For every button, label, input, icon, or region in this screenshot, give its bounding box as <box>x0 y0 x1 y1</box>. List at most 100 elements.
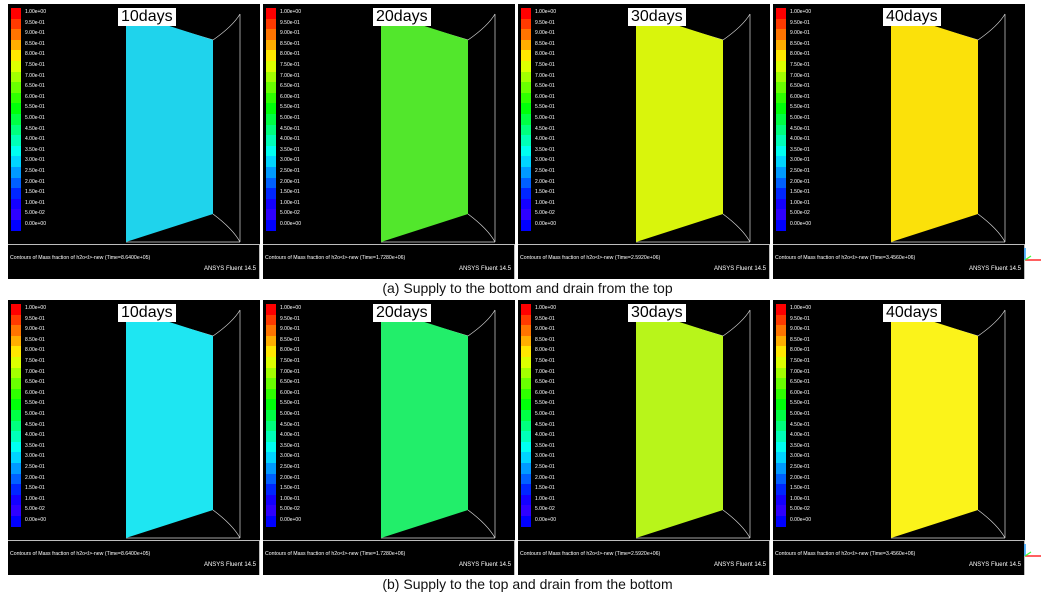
legend-label: 9.00e-01 <box>280 30 300 37</box>
legend-swatch <box>266 346 276 357</box>
legend-swatch <box>11 29 21 40</box>
legend-label: 1.50e-01 <box>25 189 45 196</box>
legend-label: 1.00e-01 <box>25 495 45 502</box>
legend-swatch <box>11 452 21 463</box>
legend-swatch <box>11 304 21 315</box>
software-label: ANSYS Fluent 14.5 <box>458 266 511 272</box>
legend-swatch <box>521 388 531 400</box>
legend-label: 5.50e-01 <box>535 104 555 111</box>
legend-label: 5.50e-01 <box>280 400 300 407</box>
legend-label: 3.50e-01 <box>535 442 555 449</box>
legend-swatch <box>776 452 786 463</box>
legend-label: 8.50e-01 <box>25 336 45 343</box>
legend-swatch <box>266 388 276 400</box>
legend-label: 2.00e-01 <box>790 178 810 185</box>
axis-triad-icon <box>1017 244 1047 274</box>
legend-swatch <box>776 18 786 30</box>
legend-label: 2.50e-01 <box>790 168 810 174</box>
contour-title: Contours of Mass fraction of h2o<l>-new … <box>775 551 916 557</box>
contour-panel: 1.00e+00 9.50e-01 9.00e-01 8.50e-01 8.00e-01… <box>773 4 1025 244</box>
color-legend: 1.00e+00 9.50e-01 9.00e-01 8.50e-01 8.00e-01… <box>521 8 581 238</box>
legend-swatch <box>521 484 531 495</box>
legend-label: 1.50e-01 <box>25 485 45 492</box>
legend-swatch <box>11 177 21 189</box>
contour-panel: 1.00e+00 9.50e-01 9.00e-01 8.50e-01 8.00e-01… <box>8 4 260 244</box>
legend-label: 1.00e+00 <box>25 9 46 15</box>
legend-label: 2.00e-01 <box>25 178 45 185</box>
days-label: 30days <box>628 8 686 26</box>
legend-label: 4.00e-01 <box>790 136 810 143</box>
legend-label: 4.50e-01 <box>535 421 555 428</box>
legend-label: 2.50e-01 <box>25 168 45 174</box>
legend-label: 8.50e-01 <box>25 40 45 47</box>
legend-swatch <box>521 473 531 485</box>
legend-swatch <box>521 420 531 432</box>
contour-panel: 1.00e+00 9.50e-01 9.00e-01 8.50e-01 8.00e-01… <box>8 300 260 540</box>
legend-label: 9.00e-01 <box>25 326 45 333</box>
legend-swatch <box>11 357 21 368</box>
legend-swatch <box>266 494 276 506</box>
legend-label: 7.00e-01 <box>535 368 555 375</box>
legend-swatch <box>266 177 276 189</box>
legend-label: 8.00e-01 <box>790 347 810 354</box>
legend-label: 3.50e-01 <box>790 146 810 153</box>
legend-label: 3.00e-01 <box>790 453 810 460</box>
legend-label: 9.00e-01 <box>280 326 300 333</box>
legend-label: 1.00e+00 <box>535 305 556 311</box>
legend-label: 2.00e-01 <box>535 178 555 185</box>
legend-swatch <box>11 124 21 136</box>
legend-swatch <box>521 367 531 379</box>
legend-label: 0.00e+00 <box>25 221 46 227</box>
legend-label: 9.50e-01 <box>25 315 45 322</box>
legend-swatch <box>11 441 21 453</box>
legend-swatch <box>266 188 276 199</box>
legend-swatch <box>11 431 21 442</box>
legend-swatch <box>521 209 531 220</box>
legend-label: 4.50e-01 <box>790 125 810 132</box>
mass-fraction-field <box>891 12 978 242</box>
legend-label: 1.00e+00 <box>535 9 556 15</box>
legend-label: 4.00e-01 <box>25 136 45 143</box>
legend-swatch <box>266 61 276 72</box>
legend-label: 0.00e+00 <box>280 221 301 227</box>
legend-swatch <box>266 114 276 125</box>
legend-label: 7.00e-01 <box>535 72 555 79</box>
legend-swatch <box>776 410 786 421</box>
legend-swatch <box>11 325 21 336</box>
contour-row-b: 1.00e+00 9.50e-01 9.00e-01 8.50e-01 8.00e-01… <box>8 300 1047 575</box>
legend-label: 3.50e-01 <box>280 442 300 449</box>
legend-label: 2.00e-01 <box>280 474 300 481</box>
legend-label: 6.00e-01 <box>280 93 300 100</box>
legend-swatch <box>11 135 21 146</box>
legend-label: 5.00e-02 <box>535 506 555 513</box>
legend-swatch <box>521 71 531 83</box>
legend-label: 6.00e-01 <box>25 389 45 396</box>
legend-swatch <box>776 494 786 506</box>
legend-label: 1.00e-01 <box>280 199 300 206</box>
legend-label: 9.50e-01 <box>535 315 555 322</box>
legend-swatch <box>776 473 786 485</box>
software-label: ANSYS Fluent 14.5 <box>968 266 1021 272</box>
days-label: 10days <box>118 304 176 322</box>
legend-swatch <box>776 29 786 40</box>
contour-row-a: 1.00e+00 9.50e-01 9.00e-01 8.50e-01 8.00e-01… <box>8 4 1047 279</box>
legend-swatch <box>521 220 531 231</box>
panel-footer: Contours of Mass fraction of h2o<l>-new … <box>8 540 260 575</box>
days-label: 30days <box>628 304 686 322</box>
legend-label: 5.00e-01 <box>25 115 45 121</box>
legend-swatch <box>521 177 531 189</box>
legend-swatch <box>776 156 786 167</box>
legend-label: 6.50e-01 <box>25 83 45 90</box>
legend-swatch <box>776 61 786 72</box>
legend-swatch <box>776 505 786 516</box>
software-label: ANSYS Fluent 14.5 <box>968 562 1021 568</box>
legend-swatch <box>266 124 276 136</box>
legend-swatch <box>776 420 786 432</box>
legend-swatch <box>521 135 531 146</box>
contour-plot <box>380 12 496 243</box>
legend-swatch <box>776 92 786 104</box>
legend-swatch <box>521 441 531 453</box>
legend-swatch <box>776 367 786 379</box>
legend-swatch <box>11 399 21 410</box>
legend-swatch <box>521 8 531 19</box>
